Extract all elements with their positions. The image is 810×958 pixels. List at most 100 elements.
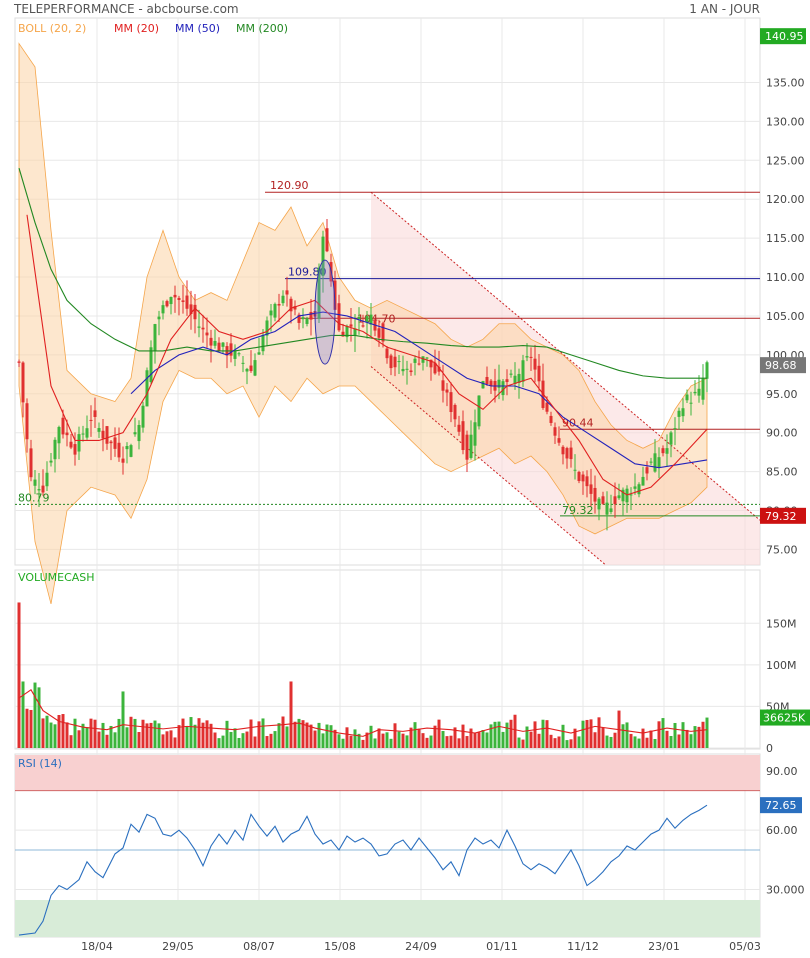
price-tick-label: 115.00 bbox=[766, 232, 805, 245]
candle-body bbox=[473, 422, 477, 446]
candle-body bbox=[73, 444, 77, 455]
volume-bar bbox=[101, 722, 105, 748]
volume-tick-label: 100M bbox=[766, 659, 797, 672]
candle-body bbox=[133, 432, 137, 435]
candle-body bbox=[389, 355, 393, 369]
volume-bar bbox=[569, 739, 573, 748]
volume-bar bbox=[105, 734, 109, 748]
candle-body bbox=[629, 494, 633, 496]
volume-bar bbox=[185, 726, 189, 748]
volume-bar bbox=[501, 731, 505, 748]
volume-bar bbox=[361, 739, 365, 748]
chart-period: 1 AN - JOUR bbox=[689, 2, 760, 16]
mm50-line bbox=[130, 311, 708, 469]
volume-bar bbox=[557, 736, 561, 748]
volume-bar bbox=[381, 733, 385, 748]
x-tick-label: 18/04 bbox=[81, 940, 113, 953]
candle-body bbox=[153, 324, 157, 351]
candle-body bbox=[29, 448, 33, 478]
candle-body bbox=[549, 415, 553, 423]
price-level-label: 79.32 bbox=[562, 504, 594, 517]
candle-body bbox=[409, 370, 413, 373]
candle-body bbox=[265, 320, 269, 336]
candle-body bbox=[221, 342, 225, 347]
candle-body bbox=[513, 375, 517, 384]
candle-body bbox=[17, 361, 21, 363]
candle-body bbox=[705, 362, 709, 379]
volume-bar bbox=[573, 728, 577, 748]
volume-bar bbox=[509, 719, 513, 748]
volume-bar bbox=[665, 730, 669, 748]
candle-body bbox=[53, 439, 57, 460]
candle-body bbox=[125, 446, 129, 450]
volume-bar bbox=[25, 708, 29, 748]
candle-body bbox=[597, 498, 601, 510]
candle-body bbox=[93, 410, 97, 417]
volume-bar bbox=[93, 719, 97, 748]
candle-body bbox=[697, 388, 701, 396]
volume-bar bbox=[209, 723, 213, 748]
volume-bar bbox=[261, 718, 265, 748]
volume-bar bbox=[277, 723, 281, 748]
candle-body bbox=[417, 363, 421, 365]
candle-body bbox=[569, 447, 573, 460]
volume-bar bbox=[345, 727, 349, 748]
candle-body bbox=[57, 426, 61, 444]
volume-bar bbox=[549, 734, 553, 748]
candle-body bbox=[685, 394, 689, 401]
candle-body bbox=[161, 305, 165, 314]
candle-body bbox=[189, 304, 193, 315]
candle-body bbox=[401, 368, 405, 372]
candle-body bbox=[353, 328, 357, 335]
volume-bar bbox=[385, 732, 389, 748]
candle-body bbox=[369, 314, 373, 325]
candle-body bbox=[553, 427, 557, 436]
candle-body bbox=[345, 325, 349, 338]
candle-body bbox=[289, 298, 293, 312]
candle-body bbox=[333, 280, 337, 310]
volume-bar bbox=[493, 721, 497, 748]
volume-bar bbox=[445, 736, 449, 748]
price-tick-label: 120.00 bbox=[766, 193, 805, 206]
volume-bar bbox=[313, 730, 317, 748]
volume-bar bbox=[609, 736, 613, 748]
mm200-line bbox=[18, 167, 707, 379]
volume-bar bbox=[221, 735, 225, 748]
volume-bar bbox=[45, 715, 49, 748]
volume-bar bbox=[341, 738, 345, 748]
volume-bar bbox=[593, 732, 597, 748]
volume-bar bbox=[505, 722, 509, 748]
volume-bar bbox=[285, 726, 289, 748]
volume-bar bbox=[273, 731, 277, 748]
volume-bar bbox=[213, 732, 217, 748]
volume-average-line bbox=[18, 688, 708, 737]
candle-body bbox=[429, 359, 433, 368]
price-badge-label: 79.32 bbox=[765, 510, 797, 523]
volume-bar bbox=[677, 734, 681, 748]
price-tick-label: 90.00 bbox=[766, 427, 798, 440]
volume-bar bbox=[133, 718, 137, 748]
volume-bar bbox=[317, 722, 321, 748]
volume-bar bbox=[477, 732, 481, 748]
candle-body bbox=[49, 460, 53, 463]
candle-body bbox=[37, 489, 41, 491]
candle-body bbox=[209, 337, 213, 346]
volume-bar bbox=[149, 722, 153, 748]
candle-body bbox=[117, 442, 121, 458]
volume-bar bbox=[629, 733, 633, 748]
candle-body bbox=[205, 332, 209, 336]
volume-bar bbox=[645, 737, 649, 748]
candle-body bbox=[557, 438, 561, 443]
volume-bar bbox=[409, 727, 413, 748]
candle-body bbox=[501, 381, 505, 396]
price-level-label: 80.79 bbox=[18, 491, 50, 504]
volume-bar bbox=[661, 718, 665, 748]
candle-body bbox=[341, 331, 345, 337]
price-tick-label: 125.00 bbox=[766, 154, 805, 167]
candle-body bbox=[677, 410, 681, 417]
volume-bar bbox=[693, 726, 697, 748]
candle-body bbox=[21, 362, 25, 403]
volume-badge-label: 36625K bbox=[763, 712, 806, 725]
